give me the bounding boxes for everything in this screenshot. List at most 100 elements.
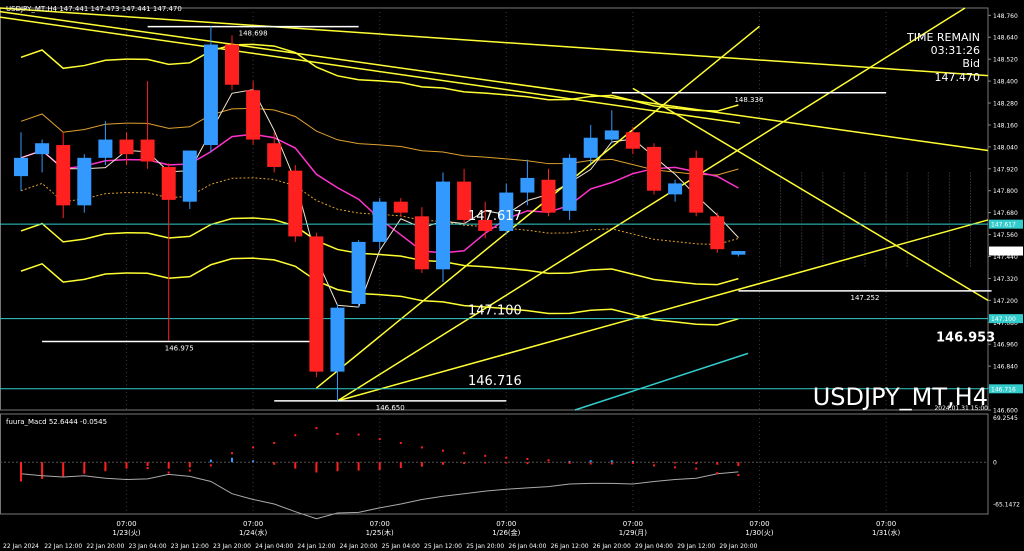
candles: [14, 26, 746, 401]
day-time-label: 07:00: [370, 520, 390, 528]
candle-body: [436, 181, 450, 270]
current-price-tag-bg: [989, 246, 1023, 256]
candle-body: [647, 146, 661, 191]
lower-band-2-line: [20, 257, 739, 326]
candle-body: [119, 139, 134, 155]
candle-body: [668, 183, 683, 195]
macd-signal-dot: [273, 441, 276, 444]
candle-body: [731, 251, 746, 255]
y-tick-label: 148.520: [993, 57, 1018, 64]
macd-signal-dot: [188, 469, 191, 472]
y-tick-label: 147.320: [993, 276, 1018, 283]
current-price-tag: 147.470: [991, 249, 1016, 256]
day-time-label: 07:00: [496, 520, 516, 528]
macd-signal-dot: [41, 470, 44, 473]
trend-line: [0, 7, 989, 77]
cyan-price-tag: 146.716: [991, 386, 1016, 393]
bid-label: Bid: [962, 57, 980, 70]
y-tick-label: 148.160: [993, 122, 1018, 129]
y-tick-label: 148.640: [993, 35, 1018, 42]
candle-body: [562, 157, 577, 211]
y-tick-label: 147.440: [993, 254, 1018, 261]
macd-panel: [20, 427, 740, 520]
y-tick-label: 146.840: [993, 364, 1018, 371]
y-tick-label: 148.280: [993, 101, 1018, 108]
day-time-label: 07:00: [623, 520, 643, 528]
trend-line: [315, 25, 760, 389]
candle-body: [161, 166, 176, 200]
macd-signal-dot: [83, 470, 86, 473]
candle-body: [710, 216, 725, 250]
macd-signal-dot: [737, 474, 740, 477]
candle-body: [625, 132, 640, 149]
candle-body: [499, 192, 514, 231]
candle-body: [393, 201, 408, 213]
pivot-level-label: 146.650: [376, 404, 405, 412]
day-time-label: 07:00: [749, 520, 769, 528]
macd-signal-dot: [653, 464, 655, 467]
pivot-level-label: 148.336: [734, 96, 763, 104]
candle-body: [246, 90, 261, 140]
x-tick-label: 22 Jan 2024: [3, 543, 39, 550]
candle-body: [520, 177, 535, 193]
candle-body: [457, 181, 472, 220]
y-tick-label: 146.600: [993, 408, 1018, 415]
day-date-label: 1/26(金): [492, 528, 520, 537]
macd-signal-dot: [167, 471, 170, 474]
day-date-label: 1/24(水): [239, 528, 267, 537]
cyan-price-tag: 147.617: [991, 222, 1016, 229]
x-tick-label: 22 Jan 12:00: [44, 543, 82, 550]
x-tick-label: 22 Jan 20:00: [86, 543, 124, 550]
candle-body: [478, 219, 493, 231]
candle-body: [14, 157, 28, 177]
x-tick-label: 24 Jan 12:00: [297, 543, 335, 550]
y-tick-label: 147.920: [993, 166, 1018, 173]
chart-labels: 148.698 148.336 146.975 146.650 147.252 147.6…: [165, 30, 995, 412]
cyan-price-tag-bg: [989, 219, 1023, 229]
candle-body: [414, 216, 429, 270]
envelope-lower: [20, 177, 739, 245]
macd-signal-dot: [674, 466, 677, 469]
watermark-date: 2024.01.31 15:00: [934, 405, 988, 412]
cyan-trend-line: [574, 352, 749, 411]
candle-body: [351, 241, 366, 305]
macd-signal-dot: [231, 452, 233, 455]
big-level-label: 146.953: [936, 330, 995, 345]
x-tick-label: 25 Jan 04:00: [382, 543, 420, 550]
trend-line: [337, 7, 966, 402]
macd-signal-dot: [420, 446, 423, 449]
y-tick-label: 147.800: [993, 188, 1018, 195]
x-tick-label: 29 Jan 12:00: [677, 543, 715, 550]
day-date-label: 1/29(月): [619, 529, 647, 537]
cyan-price-tag-bg: [989, 384, 1023, 394]
x-tick-label: 23 Jan 20:00: [213, 543, 251, 550]
x-tick-label: 23 Jan 04:00: [129, 543, 167, 550]
macd-signal-dot: [146, 466, 149, 469]
x-tick-label: 26 Jan 20:00: [593, 543, 631, 550]
x-tick-label: 29 Jan 04:00: [635, 543, 673, 550]
candle-body: [98, 139, 113, 158]
candle-body: [689, 157, 704, 213]
macd-signal-dot: [463, 452, 466, 455]
macd-signal-dot: [125, 466, 128, 469]
x-tick-label: 25 Jan 20:00: [466, 543, 504, 550]
candle-body: [203, 44, 218, 146]
big-level-label: 147.617: [468, 209, 522, 224]
x-tick-label: 26 Jan 12:00: [551, 543, 589, 550]
pivot-level-label: 148.698: [239, 30, 268, 38]
candle-body: [35, 143, 50, 155]
lower-band-line: [20, 217, 739, 286]
day-time-label: 07:00: [876, 520, 896, 528]
macd-signal-dot: [378, 438, 381, 441]
candle-body: [182, 150, 197, 202]
day-date-label: 1/31(水): [872, 528, 900, 537]
macd-signal-dot: [399, 441, 402, 444]
x-tick-label: 26 Jan 04:00: [508, 543, 546, 550]
candle-body: [583, 137, 598, 158]
bid-value: 147.470: [935, 71, 981, 84]
macd-signal-dot: [315, 427, 318, 430]
macd-tick-label: -65.1472: [993, 502, 1020, 509]
day-date-label: 1/23(火): [112, 529, 140, 537]
macd-signal-dot: [294, 434, 297, 437]
